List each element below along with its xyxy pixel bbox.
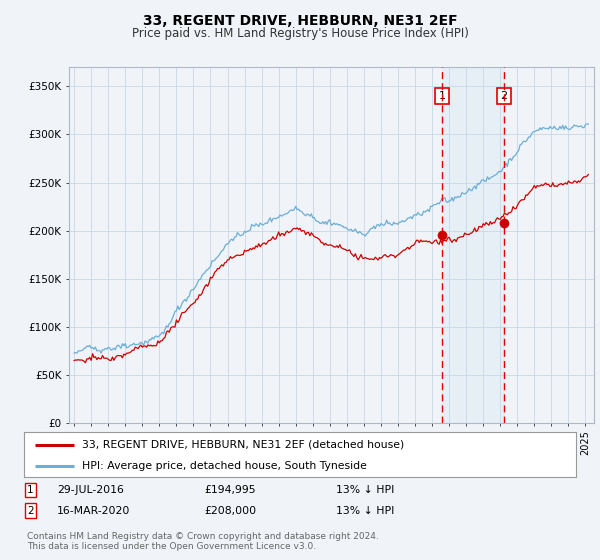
Text: 33, REGENT DRIVE, HEBBURN, NE31 2EF (detached house): 33, REGENT DRIVE, HEBBURN, NE31 2EF (det… — [82, 440, 404, 450]
Text: Contains HM Land Registry data © Crown copyright and database right 2024.
This d: Contains HM Land Registry data © Crown c… — [27, 532, 379, 552]
Text: 2: 2 — [27, 506, 34, 516]
Text: 1: 1 — [27, 485, 34, 495]
Text: £194,995: £194,995 — [204, 485, 256, 495]
Bar — [442, 67, 504, 423]
Text: HPI: Average price, detached house, South Tyneside: HPI: Average price, detached house, Sout… — [82, 461, 367, 471]
Text: 13% ↓ HPI: 13% ↓ HPI — [336, 485, 394, 495]
Text: £208,000: £208,000 — [204, 506, 256, 516]
Text: 1: 1 — [439, 91, 445, 101]
Text: 2: 2 — [500, 91, 508, 101]
Text: 33, REGENT DRIVE, HEBBURN, NE31 2EF: 33, REGENT DRIVE, HEBBURN, NE31 2EF — [143, 14, 457, 28]
Text: 29-JUL-2016: 29-JUL-2016 — [57, 485, 124, 495]
Text: 13% ↓ HPI: 13% ↓ HPI — [336, 506, 394, 516]
Text: Price paid vs. HM Land Registry's House Price Index (HPI): Price paid vs. HM Land Registry's House … — [131, 27, 469, 40]
Text: 16-MAR-2020: 16-MAR-2020 — [57, 506, 130, 516]
